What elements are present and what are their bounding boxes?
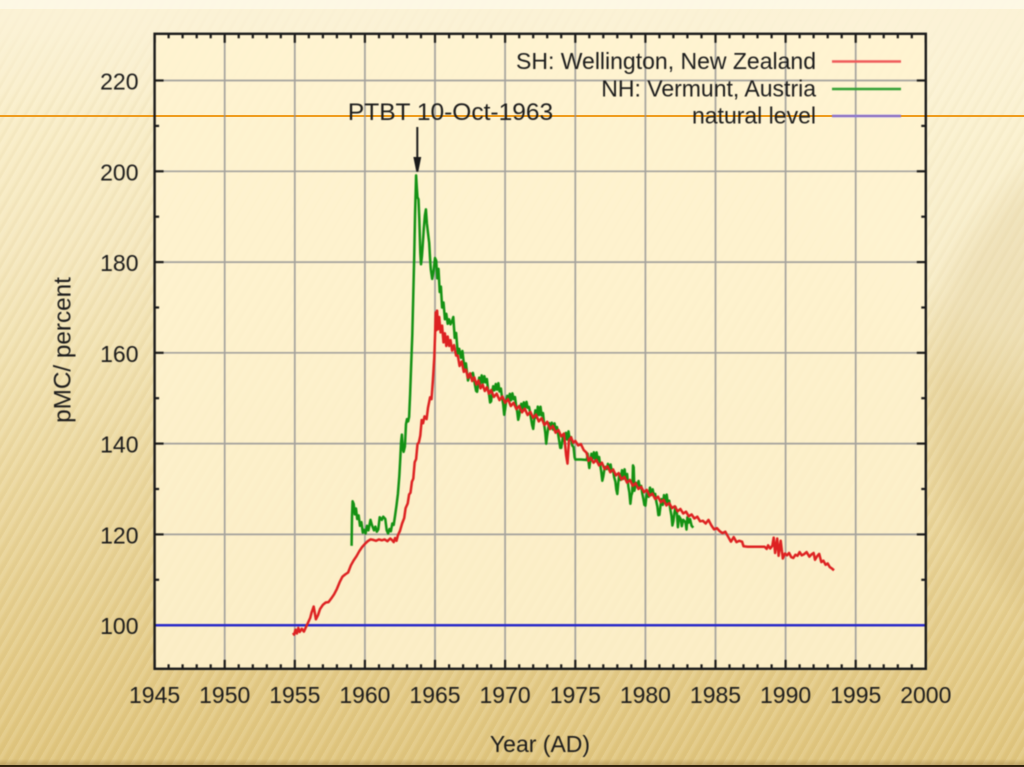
svg-text:200: 200: [100, 159, 138, 185]
svg-text:1950: 1950: [199, 682, 250, 708]
svg-text:1975: 1975: [550, 682, 601, 708]
svg-text:220: 220: [100, 69, 138, 95]
svg-text:NH: Vermunt, Austria: NH: Vermunt, Austria: [601, 76, 816, 102]
svg-text:2000: 2000: [900, 682, 951, 708]
svg-text:1945: 1945: [129, 682, 180, 708]
svg-text:1955: 1955: [269, 682, 320, 708]
svg-text:1965: 1965: [409, 682, 460, 708]
svg-text:Year (AD): Year (AD): [490, 731, 590, 757]
svg-text:1960: 1960: [339, 682, 390, 708]
svg-text:1985: 1985: [690, 682, 741, 708]
svg-text:natural level: natural level: [692, 103, 816, 129]
svg-text:120: 120: [100, 522, 138, 548]
svg-text:pMC/ percent: pMC/ percent: [50, 277, 77, 423]
svg-text:140: 140: [100, 432, 138, 458]
svg-text:PTBT 10-Oct-1963: PTBT 10-Oct-1963: [348, 99, 553, 126]
svg-text:100: 100: [100, 613, 138, 639]
svg-text:1990: 1990: [760, 682, 811, 708]
svg-text:180: 180: [100, 250, 138, 276]
svg-text:1980: 1980: [620, 682, 671, 708]
svg-text:1995: 1995: [830, 682, 881, 708]
svg-text:1970: 1970: [480, 682, 531, 708]
svg-text:160: 160: [100, 341, 138, 367]
svg-text:SH: Wellington, New Zealand: SH: Wellington, New Zealand: [516, 48, 816, 74]
